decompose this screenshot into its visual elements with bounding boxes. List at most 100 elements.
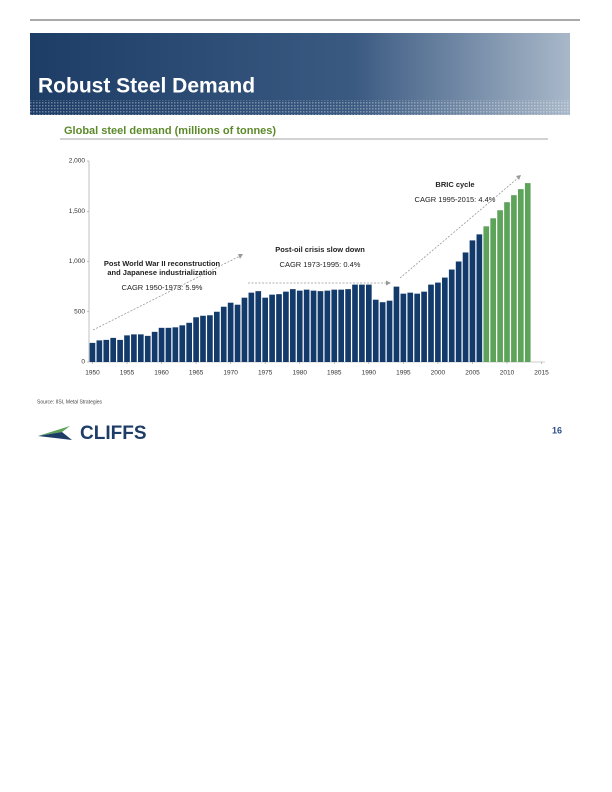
bar bbox=[200, 315, 206, 362]
bar bbox=[338, 289, 345, 362]
bar bbox=[158, 327, 165, 362]
bar bbox=[179, 325, 186, 362]
page-number: 16 bbox=[552, 425, 562, 435]
y-tick-label: 0 bbox=[81, 359, 85, 366]
bar bbox=[428, 284, 434, 362]
annotation-heading: BRIC cycle bbox=[435, 180, 474, 189]
bar bbox=[234, 304, 241, 362]
slide-title: Robust Steel Demand bbox=[38, 75, 255, 98]
bar bbox=[317, 291, 324, 362]
bar bbox=[255, 291, 262, 362]
bar bbox=[497, 210, 503, 362]
x-tick-label: 1955 bbox=[120, 370, 135, 377]
bar bbox=[89, 342, 96, 362]
bar bbox=[103, 339, 110, 362]
x-tick-label: 2005 bbox=[465, 370, 480, 377]
annotation-cagr: CAGR 1973-1995: 0.4% bbox=[280, 260, 361, 269]
bar bbox=[511, 195, 517, 362]
annotation-heading: and Japanese industrialization bbox=[107, 268, 217, 277]
x-tick-label: 2015 bbox=[534, 370, 549, 377]
y-tick-label: 1,500 bbox=[69, 208, 86, 215]
bar bbox=[448, 269, 455, 362]
bar bbox=[524, 183, 531, 362]
chart-title: Global steel demand (millions of tonnes) bbox=[64, 125, 276, 137]
bar bbox=[345, 289, 351, 362]
x-tick-label: 1975 bbox=[258, 370, 273, 377]
x-tick-label: 1980 bbox=[292, 370, 307, 377]
bar bbox=[462, 252, 469, 362]
bar bbox=[131, 334, 137, 362]
bar bbox=[110, 337, 117, 362]
bar bbox=[289, 289, 296, 362]
bar bbox=[151, 331, 158, 362]
x-tick-label: 1990 bbox=[362, 370, 377, 377]
bar bbox=[379, 302, 386, 362]
bar bbox=[455, 261, 462, 362]
annotation-heading: Post-oil crisis slow down bbox=[275, 245, 365, 254]
logo-text: CLIFFS bbox=[80, 423, 147, 444]
source-note: Source: IISI, Metal Strategies bbox=[37, 399, 103, 405]
bar bbox=[241, 297, 248, 362]
bar bbox=[400, 293, 407, 362]
bar bbox=[276, 294, 282, 362]
trend-arrows bbox=[92, 177, 519, 331]
bar bbox=[269, 294, 275, 362]
bar bbox=[469, 240, 476, 362]
bar bbox=[324, 290, 331, 362]
y-tick-label: 500 bbox=[74, 308, 85, 315]
bar bbox=[144, 335, 151, 362]
x-tick-label: 1965 bbox=[189, 370, 204, 377]
annotation-cagr: CAGR 1950-1973: 5.9% bbox=[122, 283, 203, 292]
bar bbox=[186, 322, 193, 362]
bar bbox=[165, 327, 172, 362]
annotation-cagr: CAGR 1995-2015: 4.4% bbox=[415, 195, 496, 204]
header-texture bbox=[30, 100, 570, 115]
bar bbox=[393, 286, 400, 362]
x-tick-label: 1970 bbox=[223, 370, 238, 377]
plot: 0 500 1,000 1,500 2,000 1950 1955 1960 1965 1970 1… bbox=[69, 158, 549, 377]
bar bbox=[365, 284, 372, 362]
bar bbox=[117, 339, 123, 362]
bar bbox=[414, 293, 421, 362]
y-tick-label: 2,000 bbox=[69, 158, 86, 165]
bar bbox=[517, 189, 524, 362]
bar bbox=[441, 277, 448, 362]
bar bbox=[283, 291, 289, 362]
bar bbox=[124, 335, 130, 362]
annotation-heading: Post World War II reconstruction bbox=[104, 259, 221, 268]
x-tick-label: 1985 bbox=[327, 370, 342, 377]
bar bbox=[248, 292, 255, 362]
bar bbox=[227, 302, 234, 362]
bar bbox=[220, 306, 227, 362]
bar bbox=[137, 334, 144, 362]
arrow-heads bbox=[238, 175, 521, 286]
bar bbox=[421, 291, 427, 362]
bar bbox=[352, 284, 358, 362]
bar bbox=[207, 315, 213, 362]
bar bbox=[386, 300, 393, 362]
bar bbox=[310, 290, 317, 362]
bar bbox=[476, 234, 483, 362]
bar bbox=[213, 311, 220, 362]
bar bbox=[490, 218, 497, 362]
bar bbox=[407, 292, 414, 362]
logo: CLIFFS bbox=[38, 423, 147, 444]
x-tick-label: 1950 bbox=[85, 370, 100, 377]
bar bbox=[483, 226, 490, 362]
x-tick-label: 2010 bbox=[500, 370, 515, 377]
bar bbox=[303, 289, 310, 362]
bar bbox=[359, 284, 365, 362]
bar bbox=[172, 327, 179, 362]
bar bbox=[262, 297, 269, 362]
x-tick-label: 2000 bbox=[431, 370, 446, 377]
x-tick-label: 1960 bbox=[154, 370, 169, 377]
x-tick-label: 1995 bbox=[396, 370, 411, 377]
bar bbox=[372, 299, 379, 362]
bar bbox=[193, 317, 199, 362]
bar bbox=[331, 289, 338, 362]
bar bbox=[96, 340, 103, 362]
bar bbox=[435, 282, 441, 362]
bar bbox=[504, 202, 510, 362]
y-tick-label: 1,000 bbox=[69, 258, 86, 265]
